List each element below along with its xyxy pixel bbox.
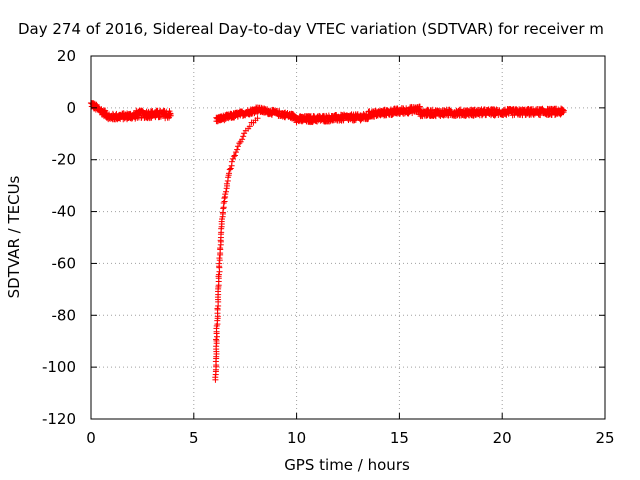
data-point — [221, 117, 228, 124]
data-point — [215, 271, 222, 278]
x-tick-label: 10 — [287, 429, 306, 447]
y-tick-label: -120 — [42, 410, 76, 428]
x-tick-label: 0 — [86, 429, 96, 447]
y-tick-labels: 20 0 -20 -40 -60 -80 -100 -120 — [42, 47, 76, 428]
axis-ticks — [90, 55, 606, 420]
data-point — [234, 143, 241, 150]
y-axis-label: SDTVAR / TECUs — [5, 175, 23, 298]
data-point — [102, 107, 109, 114]
x-tick-label: 20 — [493, 429, 512, 447]
y-tick-label: -80 — [52, 306, 77, 324]
y-tick-label: -20 — [52, 151, 77, 169]
x-tick-label: 15 — [390, 429, 409, 447]
data-point — [234, 146, 241, 153]
data-point — [223, 188, 230, 195]
data-point — [240, 133, 247, 140]
x-tick-label: 25 — [595, 429, 614, 447]
data-point — [226, 166, 233, 173]
data-point — [254, 115, 261, 122]
chart-title: Day 274 of 2016, Sidereal Day-to-day VTE… — [18, 20, 604, 38]
data-point — [221, 195, 228, 202]
data-point — [216, 255, 223, 262]
data-point — [560, 107, 567, 114]
x-tick-label: 5 — [189, 429, 199, 447]
data-point — [537, 112, 544, 119]
data-point — [231, 152, 238, 159]
data-point — [213, 343, 220, 350]
y-tick-label: 20 — [57, 47, 76, 65]
data-point — [223, 180, 230, 187]
data-point — [239, 136, 246, 143]
x-tick-labels: 0 5 10 15 20 25 — [86, 429, 614, 447]
data-point — [216, 260, 223, 267]
data-point — [167, 112, 174, 119]
y-tick-label: -40 — [52, 203, 77, 221]
y-tick-label: -60 — [52, 254, 77, 272]
data-point — [230, 153, 237, 160]
data-point — [213, 336, 220, 343]
data-point — [217, 245, 224, 252]
data-point — [290, 111, 297, 118]
data-point — [226, 170, 233, 177]
data-point — [220, 199, 227, 206]
data-point — [227, 165, 234, 172]
x-axis-label: GPS time / hours — [284, 456, 410, 474]
data-point — [236, 140, 243, 147]
y-tick-label: -100 — [42, 358, 76, 376]
data-points — [87, 99, 567, 383]
data-point — [229, 155, 236, 162]
y-tick-label: 0 — [66, 99, 76, 117]
data-point — [228, 158, 235, 165]
plot-frame — [90, 55, 606, 420]
data-point — [246, 123, 253, 130]
